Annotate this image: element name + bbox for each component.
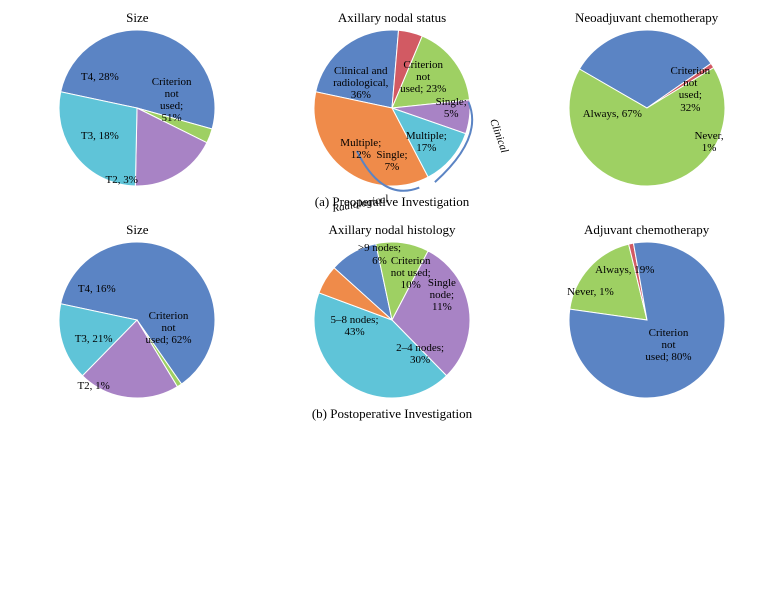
- caption-b: (b) Postoperative Investigation: [10, 398, 774, 434]
- pie-b3: Always, 19%Never, 1%Criterion notused; 8…: [569, 242, 725, 398]
- cell-b3: Adjuvant chemotherapy Always, 19%Never, …: [519, 222, 774, 398]
- title-b2: Axillary nodal histology: [328, 222, 455, 238]
- cell-a1: Size Criterion notused; 51%T2, 3%T3, 18%…: [10, 10, 265, 186]
- chart-grid: Size Criterion notused; 51%T2, 3%T3, 18%…: [10, 10, 774, 434]
- cell-a3: Neoadjuvant chemotherapy Criterion notus…: [519, 10, 774, 186]
- bracket-clinical: Clinical: [487, 117, 510, 154]
- cell-b2: Axillary nodal histology Criterionnot us…: [265, 222, 520, 398]
- pie-a1: Criterion notused; 51%T2, 3%T3, 18%T4, 2…: [59, 30, 215, 186]
- pie-a3: Criterion notused; 32%Never, 1%Always, 6…: [569, 30, 725, 186]
- pie-a2: Clinical Radiological Criterion notused;…: [314, 30, 470, 186]
- title-b1: Size: [126, 222, 148, 238]
- title-a1: Size: [126, 10, 148, 26]
- pie-b2: Criterionnot used;10%Singlenode;11%2–4 n…: [314, 242, 470, 398]
- title-b3: Adjuvant chemotherapy: [584, 222, 709, 238]
- cell-a2: Axillary nodal status Clinical Radiologi…: [265, 10, 520, 186]
- title-a3: Neoadjuvant chemotherapy: [575, 10, 718, 26]
- pie-slice: [59, 92, 137, 186]
- pie-b1: Criterion notused; 62%T2, 1%T3, 21%T4, 1…: [59, 242, 215, 398]
- cell-b1: Size Criterion notused; 62%T2, 1%T3, 21%…: [10, 222, 265, 398]
